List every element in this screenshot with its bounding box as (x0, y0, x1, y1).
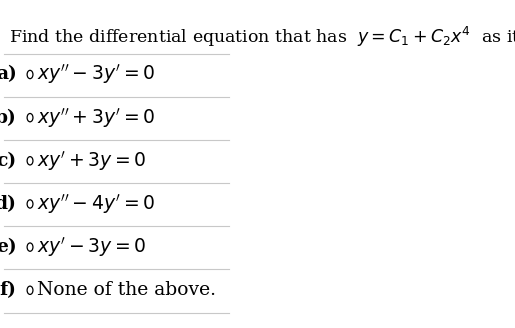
Text: $xy'' - 4y' = 0$: $xy'' - 4y' = 0$ (38, 192, 156, 216)
Text: a): a) (0, 66, 16, 84)
Text: Find the differential equation that has  $y = C_1 + C_2x^4$  as its general solu: Find the differential equation that has … (9, 25, 515, 49)
Text: $xy'' + 3y' = 0$: $xy'' + 3y' = 0$ (38, 106, 156, 130)
Text: $xy' + 3y = 0$: $xy' + 3y = 0$ (38, 149, 147, 173)
Text: e): e) (0, 238, 16, 256)
Text: c): c) (0, 152, 16, 170)
Text: $xy'' - 3y' = 0$: $xy'' - 3y' = 0$ (38, 63, 156, 87)
Text: f): f) (0, 281, 16, 299)
Text: d): d) (0, 195, 16, 213)
Text: b): b) (0, 109, 16, 127)
Text: None of the above.: None of the above. (38, 281, 216, 299)
Text: $xy' - 3y = 0$: $xy' - 3y = 0$ (38, 235, 147, 259)
